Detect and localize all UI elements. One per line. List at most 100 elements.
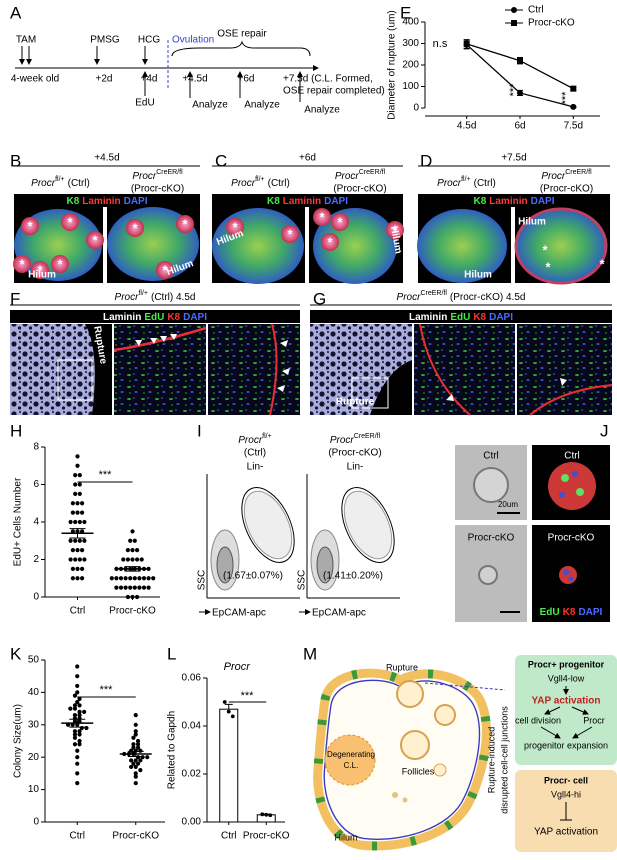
label: +6d xyxy=(238,74,255,85)
panel-letter: D xyxy=(420,151,432,170)
label: Analyze xyxy=(192,100,228,111)
label: Ctrl xyxy=(483,451,499,462)
sem-bar xyxy=(124,566,141,572)
dot xyxy=(73,482,78,487)
dot xyxy=(132,538,137,543)
label-part: Procr xyxy=(397,292,422,303)
dot xyxy=(131,745,136,750)
dot xyxy=(77,712,82,718)
dot xyxy=(75,566,80,571)
label-part: fl/+ xyxy=(55,176,65,183)
dot xyxy=(133,774,138,779)
dot xyxy=(131,761,136,766)
dot xyxy=(146,585,151,590)
dot xyxy=(133,758,138,763)
gate xyxy=(341,487,395,563)
rupture-site xyxy=(386,221,404,239)
nucleus xyxy=(568,576,574,582)
arrow xyxy=(544,706,561,715)
label: Hilum xyxy=(334,832,357,842)
dot xyxy=(130,529,135,534)
stain-bar xyxy=(310,310,612,323)
y-tick-label: 400 xyxy=(402,17,419,28)
label: Ctrl xyxy=(564,451,580,462)
label: Procrfl/+ (Ctrl) 4.5d xyxy=(115,290,196,302)
dot xyxy=(123,576,128,581)
legend-marker xyxy=(511,7,517,13)
label: Hilum xyxy=(388,225,404,254)
rupture-site xyxy=(51,255,69,273)
stain-bar xyxy=(418,194,610,207)
label-part: CreER/fl xyxy=(156,169,183,176)
label-part: Procr xyxy=(132,171,157,182)
star: * xyxy=(327,234,333,249)
legend-marker xyxy=(511,20,517,26)
dot xyxy=(114,585,119,590)
star: * xyxy=(27,218,33,233)
label: OSE repair xyxy=(217,29,267,40)
dot xyxy=(121,557,126,562)
dot xyxy=(222,700,227,704)
x-tick-label: Ctrl xyxy=(221,831,237,842)
dot xyxy=(80,529,85,534)
label-part: Laminin xyxy=(489,196,527,207)
label-part: Procr xyxy=(231,178,256,189)
dot xyxy=(75,755,80,760)
label: Hilum xyxy=(28,270,56,281)
marker xyxy=(517,57,523,64)
rupture-site xyxy=(313,208,331,226)
dot xyxy=(133,781,138,786)
star: * xyxy=(287,226,293,241)
dot xyxy=(146,576,151,581)
chart-title: Procr xyxy=(224,661,252,673)
dot xyxy=(128,538,133,543)
dot xyxy=(70,548,75,553)
label: (Procr-cKO) xyxy=(540,184,593,195)
arrow xyxy=(572,726,593,739)
dot xyxy=(141,576,147,581)
dot xyxy=(132,576,137,581)
dot xyxy=(68,706,73,711)
y-tick-label: 40 xyxy=(28,687,40,698)
dot xyxy=(75,548,80,553)
dot xyxy=(68,538,73,543)
dot xyxy=(128,585,133,590)
dot xyxy=(72,735,78,740)
label-part: Laminin xyxy=(283,196,321,207)
label-part: Laminin xyxy=(82,196,120,207)
panel-letter: H xyxy=(10,421,22,440)
label: Procr- cell xyxy=(544,775,588,785)
star: * xyxy=(92,232,98,247)
dot xyxy=(77,491,82,496)
label: ProcrCreER/fl xyxy=(330,433,381,445)
dot xyxy=(82,557,87,562)
follicle xyxy=(392,792,398,798)
rupture-site xyxy=(226,218,244,236)
label: Laminin EdU K8 DAPI xyxy=(103,312,207,323)
dot xyxy=(129,758,134,763)
nucleus xyxy=(572,471,578,477)
dot xyxy=(137,576,142,581)
label-part: Procr xyxy=(115,292,140,303)
star: * xyxy=(37,262,43,277)
y-tick-label: 10 xyxy=(28,784,40,795)
marker xyxy=(463,40,470,47)
marker xyxy=(517,89,523,96)
axes xyxy=(306,474,400,599)
dot xyxy=(131,735,136,740)
box-positive xyxy=(515,655,617,765)
star: * xyxy=(392,222,398,237)
label-part: (Ctrl) xyxy=(268,178,290,189)
dot xyxy=(77,729,82,734)
panel-a-art xyxy=(15,40,319,102)
label: ProcrCreER/fl xyxy=(335,169,386,181)
follicle xyxy=(433,763,447,777)
label-part: K8 xyxy=(473,312,486,323)
label: ProcrCreER/fl xyxy=(132,169,183,181)
dot xyxy=(118,576,124,581)
dot xyxy=(70,566,75,571)
dot xyxy=(138,768,143,773)
x-tick-label: Ctrl xyxy=(70,606,86,617)
axis-title: Diameter of rupture (um) xyxy=(387,10,398,119)
